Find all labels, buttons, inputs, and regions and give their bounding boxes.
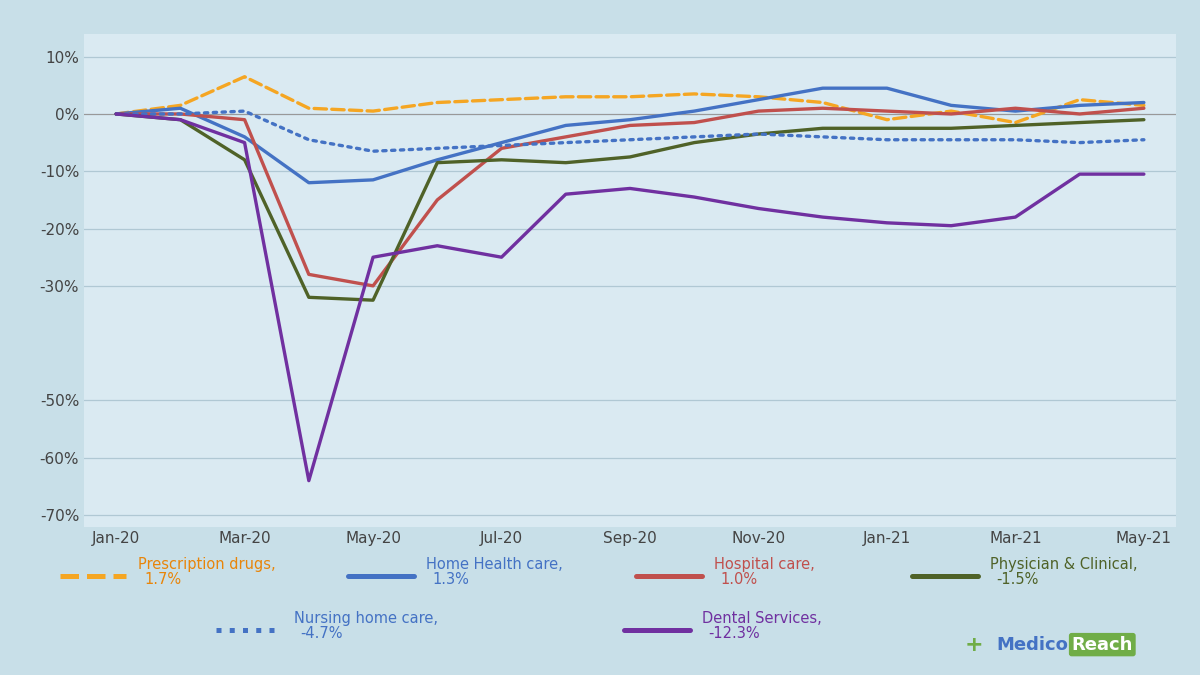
Text: -4.7%: -4.7% bbox=[300, 626, 342, 641]
Text: Dental Services,: Dental Services, bbox=[702, 611, 822, 626]
Text: Physician & Clinical,: Physician & Clinical, bbox=[990, 557, 1138, 572]
Text: Medico: Medico bbox=[996, 636, 1068, 653]
Text: 1.0%: 1.0% bbox=[720, 572, 757, 587]
Text: +: + bbox=[965, 634, 984, 655]
Text: 1.3%: 1.3% bbox=[432, 572, 469, 587]
Text: Prescription drugs,: Prescription drugs, bbox=[138, 557, 276, 572]
Text: Reach: Reach bbox=[1072, 636, 1133, 653]
Text: Nursing home care,: Nursing home care, bbox=[294, 611, 438, 626]
Text: -12.3%: -12.3% bbox=[708, 626, 760, 641]
Text: Hospital care,: Hospital care, bbox=[714, 557, 815, 572]
Text: -1.5%: -1.5% bbox=[996, 572, 1038, 587]
Text: Home Health care,: Home Health care, bbox=[426, 557, 563, 572]
Text: 1.7%: 1.7% bbox=[144, 572, 181, 587]
